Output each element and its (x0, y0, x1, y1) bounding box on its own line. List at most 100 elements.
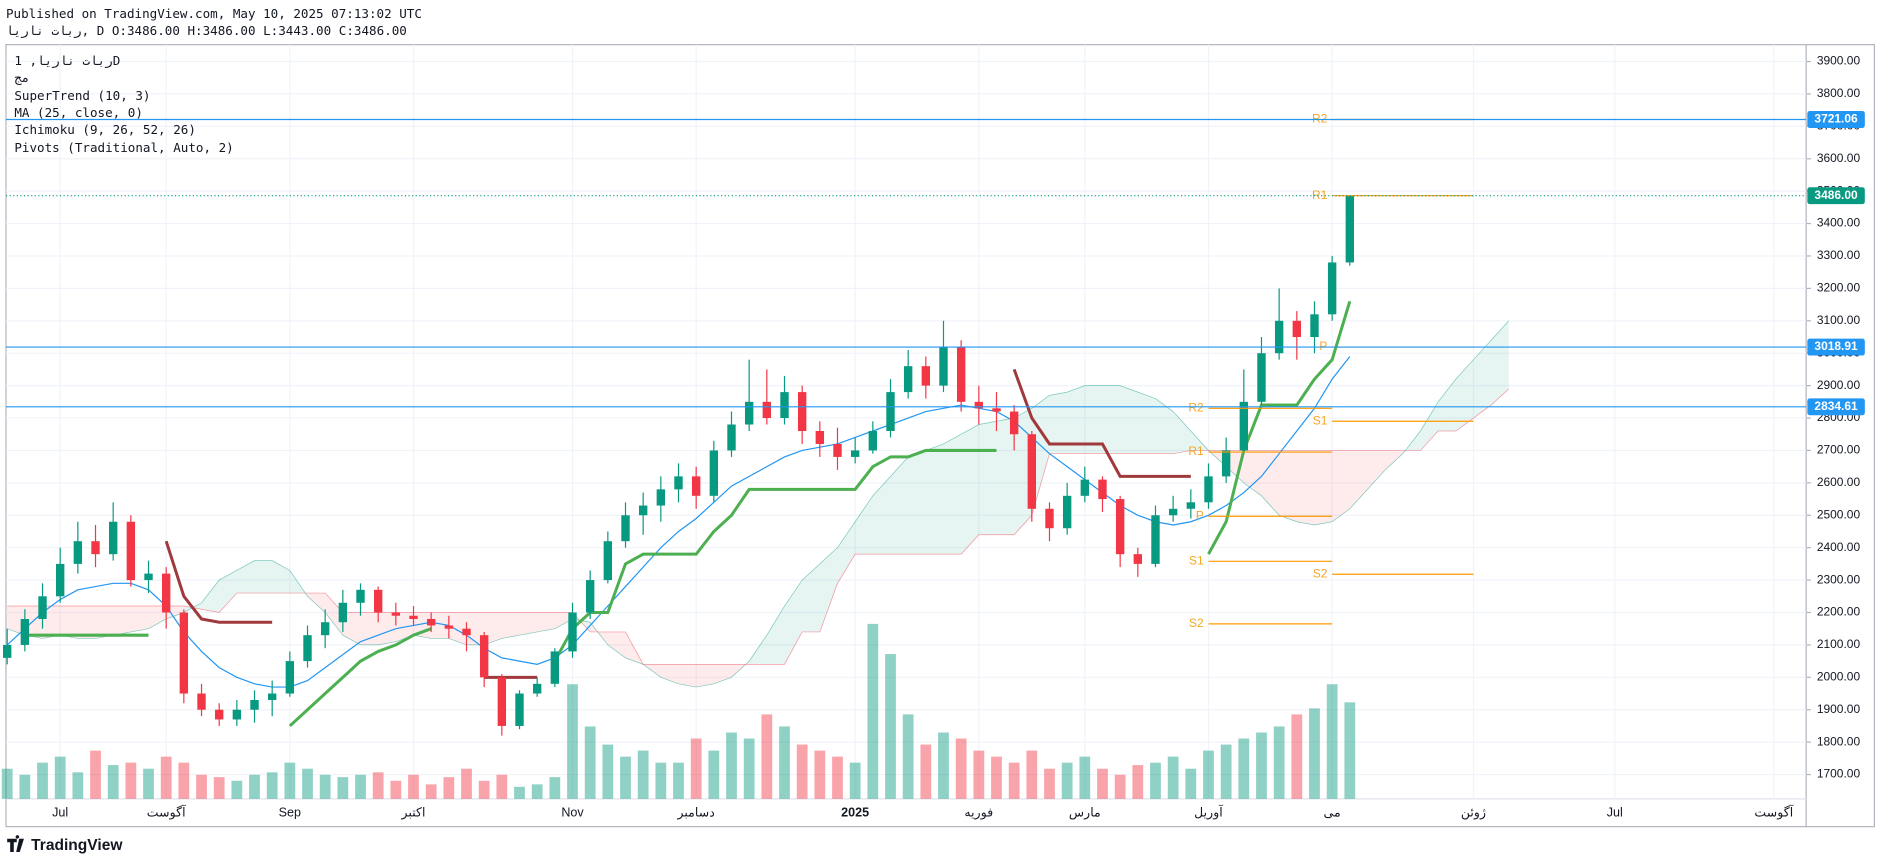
cloud-segment (802, 563, 820, 632)
volume-bar (1150, 762, 1161, 799)
candle-body (868, 430, 878, 451)
cloud-segment (148, 606, 167, 629)
y-tick-label: 1700.00 (1817, 767, 1861, 781)
candle-body (1221, 450, 1231, 477)
volume-bar (178, 762, 190, 799)
volume-bar (90, 750, 101, 799)
candle-body (232, 709, 242, 720)
cloud-segment (819, 547, 838, 632)
x-tick-label: آوریل (1194, 804, 1224, 821)
candle-body (20, 618, 30, 645)
volume-bar (779, 726, 790, 799)
cloud-segment (219, 570, 237, 613)
pivot-label: R2 (1188, 400, 1204, 414)
cloud-segment (1349, 450, 1368, 509)
candle-body (1310, 314, 1319, 338)
candle-body (426, 618, 436, 626)
symbol-line: ربات ناریا, D O:3486.00 H:3486.00 L:3443… (6, 23, 407, 39)
cloud-segment (24, 606, 43, 639)
candle-body (126, 521, 136, 581)
cloud-segment (925, 443, 944, 555)
candle-body (1080, 479, 1090, 496)
volume-bar (1273, 726, 1285, 799)
y-tick-label: 3200.00 (1817, 281, 1861, 295)
candle-body (797, 392, 807, 431)
volume-bar (602, 744, 614, 799)
brand-logo (7, 835, 24, 852)
cloud-segment (307, 593, 326, 613)
candle-body (1062, 495, 1072, 529)
candle-body (1115, 499, 1125, 555)
volume-bar (1044, 768, 1055, 799)
y-tick-label: 3300.00 (1817, 248, 1861, 262)
volume-bar (567, 684, 578, 799)
volume-bar (284, 762, 296, 799)
candle-body (462, 628, 471, 636)
cloud-segment (378, 612, 396, 645)
cloud-segment (1155, 398, 1174, 454)
legend-line: مج (14, 70, 29, 86)
cloud-segment (1314, 450, 1333, 525)
pivot-label: P (1196, 508, 1204, 522)
candle-body (585, 580, 595, 613)
plot: R2 R1 P S1 S2 R2 R1 P S1 S2 3721.06 3486.00 3018.91 2… (1, 111, 1865, 799)
y-tick-label: 2200.00 (1817, 605, 1861, 619)
candle-body (691, 476, 701, 496)
cloud-segment (448, 612, 467, 645)
x-tick-label: ژوئن (1461, 806, 1486, 821)
cloud-segment (413, 612, 432, 639)
supertrend-line (164, 540, 273, 624)
volume-bar (1167, 756, 1179, 799)
cloud-segment (1279, 450, 1297, 522)
x-tick-label: آگوست (147, 804, 187, 821)
volume-bar (1344, 702, 1356, 799)
volume-bar (655, 762, 667, 799)
candle-body (338, 602, 348, 623)
price-tag-label: 3018.91 (1814, 339, 1858, 353)
volume-bar (796, 744, 808, 799)
volume-bar (337, 777, 349, 799)
candle-body (197, 693, 206, 710)
candle-body (144, 573, 153, 581)
y-tick-label: 3600.00 (1817, 151, 1861, 165)
candle-body (974, 401, 984, 409)
cloud-segment (1067, 385, 1085, 454)
y-tick-label: 3100.00 (1817, 313, 1861, 327)
cloud-segment (1473, 340, 1492, 419)
cloud-segment (1261, 450, 1280, 516)
price-tag-label: 3486.00 (1814, 188, 1858, 202)
volume-bar (37, 762, 48, 799)
x-tick-label: Sep (279, 806, 301, 820)
volume-bar (1238, 738, 1250, 799)
volume-bar (1291, 714, 1303, 799)
cloud-segment (1102, 385, 1121, 454)
candle-body (1168, 508, 1178, 516)
grid: 1700.00 1800.00 1900.00 2000.00 2100.00 2200.… (5, 44, 1861, 821)
volume-bar (902, 714, 914, 799)
candle-body (1098, 479, 1107, 500)
candle-body (391, 612, 401, 616)
published-line: Published on TradingView.com, May 10, 20… (6, 6, 422, 21)
price-tag (1807, 111, 1865, 128)
volume-bar (973, 750, 985, 799)
chart-frame (5, 44, 1876, 828)
supertrend-line (1207, 300, 1352, 555)
volume-bar (390, 780, 402, 799)
y-tick-label: 3900.00 (1817, 54, 1861, 68)
volume-bar (743, 738, 755, 799)
candle-body (1257, 353, 1266, 402)
cloud-segment (749, 635, 767, 665)
legend-line: SuperTrend (10, 3) (14, 88, 150, 103)
volume-bar (514, 786, 525, 799)
volume-bar (125, 762, 137, 799)
volume-bar (372, 772, 384, 799)
candle-body (179, 612, 189, 694)
pivot-label: R2 (1312, 112, 1328, 126)
candle-body (38, 596, 47, 619)
x-tick-label: Jul (1607, 806, 1623, 820)
candle-body (1133, 554, 1143, 564)
candle-body (1327, 262, 1337, 315)
cloud-segment (1332, 450, 1350, 522)
